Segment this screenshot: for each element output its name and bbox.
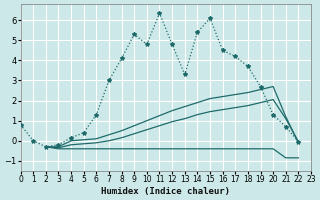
X-axis label: Humidex (Indice chaleur): Humidex (Indice chaleur)	[101, 187, 230, 196]
